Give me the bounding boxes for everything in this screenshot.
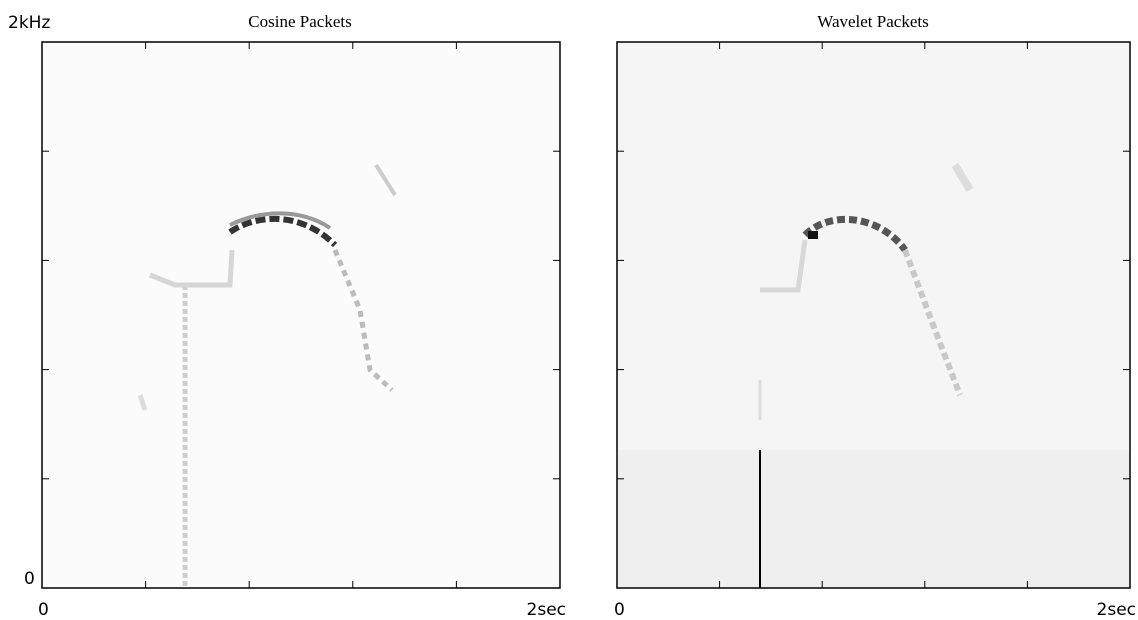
panel-title: Wavelet Packets	[817, 12, 928, 31]
wavelet-image	[758, 162, 974, 588]
panel-title: Cosine Packets	[248, 12, 351, 31]
x-label: 0	[614, 600, 625, 620]
x-label: 2sec	[527, 600, 566, 620]
y-label: 2kHz	[8, 13, 50, 33]
cosine-panel	[41, 41, 561, 589]
y-label: 0	[24, 569, 35, 589]
ticks	[41, 41, 1131, 589]
cosine-image	[137, 163, 397, 588]
wavelet-lowband	[618, 450, 1129, 587]
x-label: 0	[38, 600, 49, 620]
x-label: 2sec	[1097, 600, 1136, 620]
